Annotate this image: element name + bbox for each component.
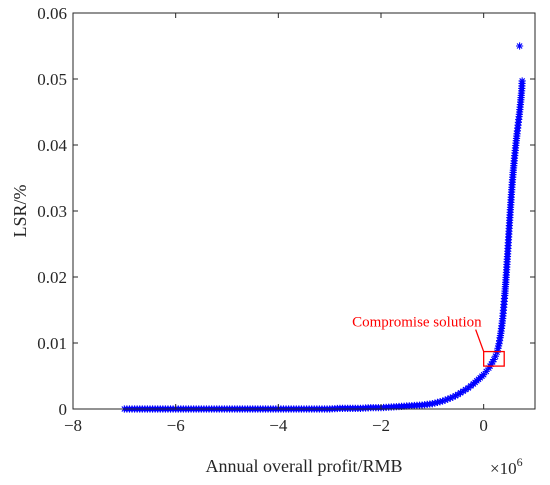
x-tick-label: 0: [479, 416, 488, 435]
data-point: [451, 392, 460, 400]
y-tick-label: 0.01: [37, 334, 67, 353]
data-point: [431, 399, 439, 407]
data-point: [446, 394, 454, 402]
data-point: [493, 348, 501, 356]
data-point: [454, 390, 462, 399]
y-tick-label: 0.06: [37, 4, 67, 23]
y-tick-label: 0.04: [37, 136, 67, 155]
x-tick-label: −8: [64, 416, 82, 435]
data-point: [490, 355, 498, 364]
data-point: [456, 389, 465, 397]
x-axis-exponent-base: ×10: [490, 459, 517, 478]
x-axis-exponent-power: 6: [517, 455, 523, 469]
data-point: [518, 77, 526, 85]
data-point: [491, 352, 500, 360]
x-tick-label: −6: [167, 416, 185, 435]
y-axis-ticks: 0 0.01 0.02 0.03 0.04 0.05 0.06: [37, 4, 535, 419]
data-point: [459, 387, 467, 395]
data-point: [480, 371, 488, 379]
compromise-solution-label: Compromise solution: [352, 315, 482, 331]
data-point: [482, 367, 490, 375]
y-tick-label: 0: [59, 400, 68, 419]
data-point: [487, 360, 495, 368]
data-point: [462, 385, 470, 394]
annotation: Compromise solution: [352, 315, 505, 367]
compromise-solution-box: [483, 350, 505, 367]
data-point: [516, 42, 524, 50]
x-tick-label: −4: [269, 416, 288, 435]
y-axis-title: LSR/%: [10, 184, 30, 237]
data-point: [489, 358, 497, 366]
x-axis-exponent: ×106: [490, 455, 523, 478]
data-point: [439, 397, 447, 405]
data-point: [444, 395, 452, 403]
data-point: [433, 398, 442, 406]
data-point: [441, 396, 449, 404]
compromise-solution-leader-line: [475, 329, 485, 352]
x-axis-title: Annual overall profit/RMB: [206, 456, 403, 476]
y-tick-label: 0.03: [37, 202, 67, 221]
plot-background: [73, 13, 535, 409]
x-tick-label: −2: [372, 416, 390, 435]
y-tick-label: 0.02: [37, 268, 67, 287]
x-axis-ticks: −8 −6 −4 −2 0: [64, 13, 488, 435]
data-point: [428, 400, 436, 408]
data-point: [449, 393, 457, 401]
y-tick-label: 0.05: [37, 70, 67, 89]
data-point: [436, 398, 444, 406]
